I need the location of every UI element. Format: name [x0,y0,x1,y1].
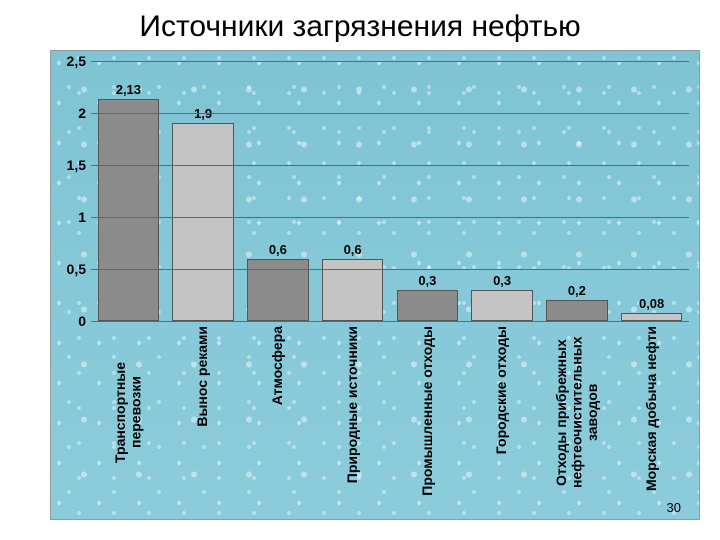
gridline [91,113,689,114]
chart-area: 2,131,90,60,60,30,30,20,08 00,511,522,5 … [50,50,700,520]
bar-slot: 1,9 [166,61,241,321]
bar [621,313,682,321]
x-tick-label: Транспортные перевозки [91,326,166,499]
page-number: 30 [667,500,681,515]
bar [172,123,233,321]
gridline [91,217,689,218]
x-tick-label: Атмосфера [241,326,316,499]
x-tick-label: Природные источники [315,326,390,499]
gridline [91,61,689,62]
bar [471,290,532,321]
bar-value-label: 2,13 [116,82,141,97]
bar-slot: 0,6 [241,61,316,321]
x-tick-label: Вынос реками [166,326,241,499]
y-tick-label: 2,5 [51,53,86,69]
bar-slot: 0,08 [614,61,689,321]
bar [546,300,607,321]
bar [322,259,383,321]
gridline [91,321,689,322]
bar-slot: 0,2 [540,61,615,321]
bar-value-label: 0,6 [269,242,287,257]
y-tick-label: 2 [51,105,86,121]
gridline [91,165,689,166]
bars-container: 2,13 1,9 0,6 0,6 0,3 0,3 0,2 0,08 [91,61,689,321]
bar-value-label: 0,08 [639,296,664,311]
bar-slot: 0,3 [390,61,465,321]
bar-value-label: 0,2 [568,283,586,298]
x-tick-label: Морская добыча нефти [614,326,689,499]
bar [98,99,159,321]
page-title: Источники загрязнения нефтью [0,0,720,50]
plot-area: 2,131,90,60,60,30,30,20,08 00,511,522,5 [91,61,689,321]
bar [247,259,308,321]
bar-slot: 0,6 [315,61,390,321]
x-tick-label: Городские отходы [465,326,540,499]
x-tick-label: Отходы прибрежных нефтеочистительных зав… [540,326,615,499]
bar-slot: 0,3 [465,61,540,321]
y-tick-label: 1 [51,209,86,225]
y-tick-label: 0,5 [51,261,86,277]
gridline [91,269,689,270]
y-tick-label: 1,5 [51,157,86,173]
x-axis-labels: Транспортные перевозкиВынос рекамиАтмосф… [91,326,689,499]
bar-slot: 2,13 [91,61,166,321]
bar-value-label: 0,3 [418,273,436,288]
bar [397,290,458,321]
y-tick-label: 0 [51,313,86,329]
bar-value-label: 0,6 [344,242,362,257]
bar-value-label: 0,3 [493,273,511,288]
x-tick-label: Промышленные отходы [390,326,465,499]
